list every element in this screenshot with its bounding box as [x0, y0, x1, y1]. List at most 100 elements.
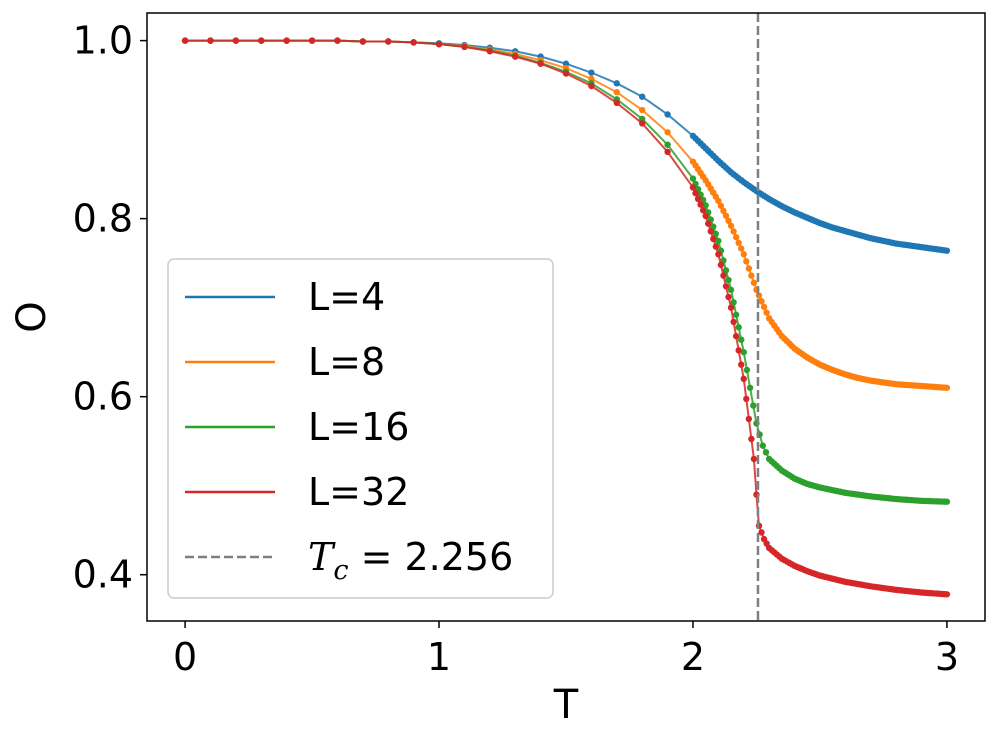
y-tick-label: 0.6: [73, 375, 133, 419]
data-point: [232, 37, 240, 44]
data-point: [722, 267, 730, 274]
legend: L=4 L=8 L=16 L=32 Tc = 2.256: [167, 258, 554, 599]
data-point: [664, 148, 671, 156]
legend-item: L=4: [185, 275, 385, 319]
legend-label: L=4: [308, 275, 385, 319]
data-point: [740, 375, 747, 383]
legend-item: L=8: [185, 340, 385, 384]
data-point: [181, 37, 189, 44]
legend-item: L=16: [185, 405, 409, 449]
data-point: [762, 449, 770, 456]
data-point: [562, 70, 570, 77]
series-l-32: [181, 37, 951, 598]
data-point: [410, 39, 417, 46]
data-point: [689, 184, 697, 191]
y-axis-label: O: [9, 301, 55, 332]
x-tick-label: 1: [427, 635, 451, 679]
data-point: [738, 361, 745, 368]
data-point: [727, 286, 735, 294]
data-point: [308, 37, 316, 44]
data-point: [486, 48, 494, 55]
data-point: [943, 498, 951, 505]
legend-label: L=8: [308, 340, 385, 384]
data-point: [588, 69, 595, 76]
data-point: [748, 435, 755, 443]
data-point: [750, 455, 758, 463]
data-point: [722, 283, 730, 290]
x-tick-label: 3: [935, 635, 959, 679]
data-point: [748, 272, 755, 279]
data-point: [725, 217, 732, 224]
data-point: [943, 591, 951, 598]
data-point: [730, 318, 737, 326]
data-point: [743, 366, 751, 374]
data-point: [750, 402, 757, 409]
data-point: [334, 37, 341, 44]
data-point: [732, 311, 740, 318]
data-point: [735, 239, 742, 247]
data-point: [715, 197, 722, 205]
data-point: [717, 261, 725, 269]
x-tick-label: 2: [681, 635, 705, 679]
legend-label: Tc = 2.256: [308, 535, 513, 586]
data-point: [689, 175, 697, 182]
data-point: [727, 304, 735, 311]
data-point: [943, 384, 951, 391]
data-point: [707, 228, 714, 235]
data-point: [720, 207, 727, 214]
data-point: [613, 99, 620, 107]
legend-item: Tc = 2.256: [185, 535, 513, 586]
data-point: [638, 115, 646, 123]
data-point: [258, 37, 265, 44]
data-point: [664, 111, 671, 118]
data-point: [738, 336, 745, 343]
data-point: [702, 202, 709, 209]
data-point: [730, 228, 737, 235]
data-point: [759, 442, 766, 449]
data-point: [943, 247, 951, 254]
data-point: [758, 298, 765, 305]
data-point: [712, 230, 720, 237]
data-point: [760, 303, 768, 311]
data-point: [732, 233, 740, 241]
y-axis-ticks: 0.4 0.6 0.8 1.0: [73, 19, 147, 597]
data-point: [740, 251, 747, 258]
data-point: [725, 276, 732, 284]
data-point: [435, 40, 443, 48]
data-point: [710, 235, 717, 243]
legend-item: L=32: [185, 470, 409, 514]
y-tick-label: 1.0: [73, 19, 133, 63]
data-point: [725, 293, 732, 301]
data-point: [537, 60, 544, 67]
data-point: [692, 189, 699, 197]
data-point: [743, 258, 750, 265]
data-point: [722, 212, 730, 219]
x-tick-label: 0: [173, 635, 197, 679]
data-point: [385, 38, 392, 45]
data-point: [359, 38, 367, 45]
data-point: [735, 324, 742, 331]
data-point: [638, 93, 646, 100]
data-point: [207, 37, 214, 44]
data-point: [735, 347, 742, 354]
data-point: [743, 395, 750, 403]
data-point: [746, 384, 754, 391]
data-point: [613, 80, 620, 87]
data-point: [717, 202, 725, 210]
data-point: [694, 195, 702, 203]
data-point: [745, 415, 753, 423]
data-point: [699, 207, 707, 214]
data-point: [638, 106, 646, 114]
data-point: [705, 220, 712, 227]
data-point: [715, 237, 722, 245]
data-point: [732, 332, 740, 340]
data-point: [712, 243, 720, 250]
data-point: [562, 60, 570, 67]
data-point: [461, 43, 468, 51]
data-point: [745, 265, 753, 272]
legend-label: L=16: [308, 405, 409, 449]
data-point: [758, 529, 765, 536]
data-point: [613, 89, 620, 96]
data-point: [638, 120, 646, 127]
plot-frame: [146, 12, 986, 622]
